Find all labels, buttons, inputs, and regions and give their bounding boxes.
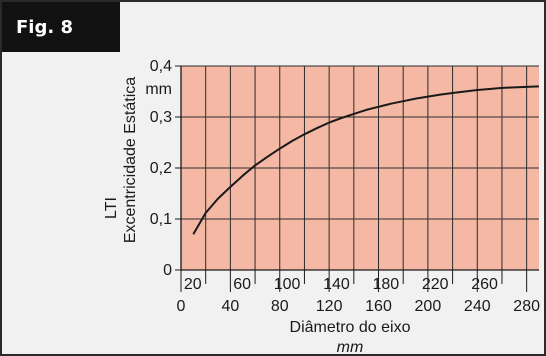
y-tick-label: 0,1 xyxy=(150,211,172,228)
y-unit-label: mm xyxy=(145,81,172,98)
x-tick-label-upper: 60 xyxy=(233,276,251,293)
x-tick-label-upper: 180 xyxy=(373,276,400,293)
x-unit-label: mm xyxy=(337,339,364,356)
x-tick-label-upper: 100 xyxy=(274,276,301,293)
y-tick-labels: 0 0,1 0,2 0,3 0,4 xyxy=(150,58,172,279)
y-tick-label: 0,4 xyxy=(150,58,172,75)
x-tick-label-lower: 160 xyxy=(365,298,392,315)
x-tick-label-upper: 140 xyxy=(323,276,350,293)
x-tick-label-lower: 280 xyxy=(513,298,540,315)
x-tick-label-lower: 80 xyxy=(271,298,289,315)
x-tick-labels: 20 60 100 140 180 220 260 0 40 80 120 160 200 240 280 xyxy=(177,276,541,315)
figure-label-text: Fig. 8 xyxy=(16,16,73,38)
y-tick-label: 0,2 xyxy=(150,160,172,177)
y-axis-label-line2: Excentricidade Estática xyxy=(122,77,139,243)
x-tick-label-lower: 0 xyxy=(177,298,186,315)
y-tick-label: 0,3 xyxy=(150,109,172,126)
x-tick-label-lower: 120 xyxy=(316,298,343,315)
y-axis-label-line1: LTI xyxy=(103,197,120,219)
series-line xyxy=(192,85,540,235)
x-tick-label-upper: 220 xyxy=(422,276,449,293)
x-tick-label-lower: 200 xyxy=(415,298,442,315)
x-tick-label-lower: 240 xyxy=(464,298,491,315)
axes xyxy=(175,65,539,292)
x-axis-label: Diâmetro do eixo xyxy=(290,319,411,336)
x-tick-label-lower: 40 xyxy=(221,298,239,315)
x-tick-label-upper: 260 xyxy=(471,276,498,293)
figure-label: Fig. 8 xyxy=(2,2,120,52)
y-tick-label: 0 xyxy=(163,262,172,279)
x-tick-label-upper: 20 xyxy=(184,276,202,293)
